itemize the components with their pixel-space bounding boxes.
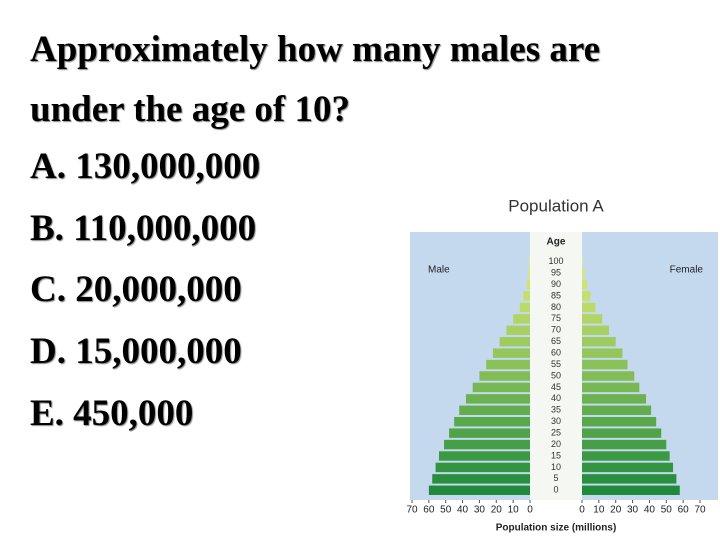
option[interactable]: B. 110,000,000: [30, 208, 257, 249]
age-label: 90: [551, 279, 561, 289]
x-tick-label: 30: [627, 505, 639, 516]
x-tick-label: 10: [508, 505, 520, 516]
bar: [582, 382, 640, 393]
right-label: Female: [670, 265, 704, 276]
bar: [582, 348, 623, 358]
bar: [513, 314, 530, 324]
bar: [438, 451, 530, 461]
axis-strip: [410, 500, 718, 518]
bar: [582, 337, 616, 347]
x-tick-label: 30: [474, 505, 486, 516]
bar: [582, 474, 677, 484]
x-tick-label: 60: [423, 505, 435, 516]
x-tick-label: 60: [678, 505, 690, 516]
bar: [582, 451, 670, 461]
x-tick-label: 20: [610, 505, 622, 516]
bar: [444, 439, 530, 450]
left-label: Male: [428, 265, 450, 276]
chart-title: Population A: [508, 196, 604, 215]
bar: [449, 428, 530, 438]
center-label: Age: [547, 237, 566, 248]
bar: [486, 359, 530, 370]
bar: [526, 279, 530, 290]
bar: [479, 371, 530, 381]
age-label: 75: [551, 313, 561, 323]
age-label: 0: [553, 485, 558, 495]
bar: [582, 439, 667, 450]
bar: [499, 337, 530, 347]
bar: [528, 268, 530, 278]
option[interactable]: D. 15,000,000: [30, 331, 242, 372]
x-tick-label: 50: [440, 505, 452, 516]
bar: [582, 279, 588, 290]
bar: [465, 394, 530, 404]
question-line: Approximately how many males are: [30, 29, 601, 70]
bar: [459, 405, 530, 415]
x-axis-label: Population size (millions): [496, 523, 617, 534]
age-label: 50: [551, 370, 561, 380]
age-label: 65: [551, 336, 561, 346]
bar: [519, 302, 530, 313]
age-label: 85: [551, 290, 561, 300]
bar: [432, 474, 530, 484]
bar: [582, 291, 591, 301]
age-label: 30: [551, 416, 561, 426]
bar: [582, 371, 635, 381]
age-label: 45: [551, 382, 561, 392]
bar: [582, 428, 662, 438]
bar: [435, 462, 530, 473]
question-line: under the age of 10?: [30, 89, 350, 130]
option[interactable]: A. 130,000,000: [30, 146, 261, 187]
age-label: 5: [553, 473, 558, 483]
age-label: 100: [548, 256, 563, 266]
bar: [492, 348, 530, 358]
bar: [529, 257, 530, 267]
age-column: [530, 232, 582, 500]
bar: [582, 314, 603, 324]
bar: [582, 394, 647, 404]
option[interactable]: E. 450,000: [30, 393, 194, 434]
bar: [506, 325, 530, 335]
age-label: 95: [551, 268, 561, 278]
bar: [582, 405, 652, 415]
bar: [582, 462, 674, 473]
x-tick-label: 50: [661, 505, 673, 516]
bar: [523, 291, 530, 301]
x-tick-label: 70: [694, 505, 706, 516]
age-label: 70: [551, 325, 561, 335]
x-tick-label: 0: [579, 505, 585, 516]
bar: [582, 417, 657, 427]
bar: [472, 382, 530, 393]
x-tick-label: 10: [593, 505, 605, 516]
bar: [454, 417, 530, 427]
age-label: 15: [551, 450, 561, 460]
x-tick-label: 40: [644, 505, 656, 516]
age-label: 35: [551, 405, 561, 415]
bar: [582, 325, 609, 335]
bar: [582, 302, 596, 313]
bar: [582, 268, 585, 278]
age-label: 25: [551, 428, 561, 438]
bar: [582, 359, 628, 370]
option[interactable]: C. 20,000,000: [30, 269, 242, 310]
bar: [428, 485, 530, 495]
bar: [582, 485, 680, 495]
age-label: 55: [551, 359, 561, 369]
bar: [582, 257, 583, 267]
x-tick-label: 70: [406, 505, 418, 516]
age-label: 40: [551, 393, 561, 403]
age-label: 10: [551, 462, 561, 472]
age-label: 20: [551, 439, 561, 449]
age-label: 80: [551, 302, 561, 312]
x-tick-label: 40: [457, 505, 469, 516]
x-tick-label: 0: [527, 505, 533, 516]
age-label: 60: [551, 348, 561, 358]
x-tick-label: 20: [491, 505, 503, 516]
